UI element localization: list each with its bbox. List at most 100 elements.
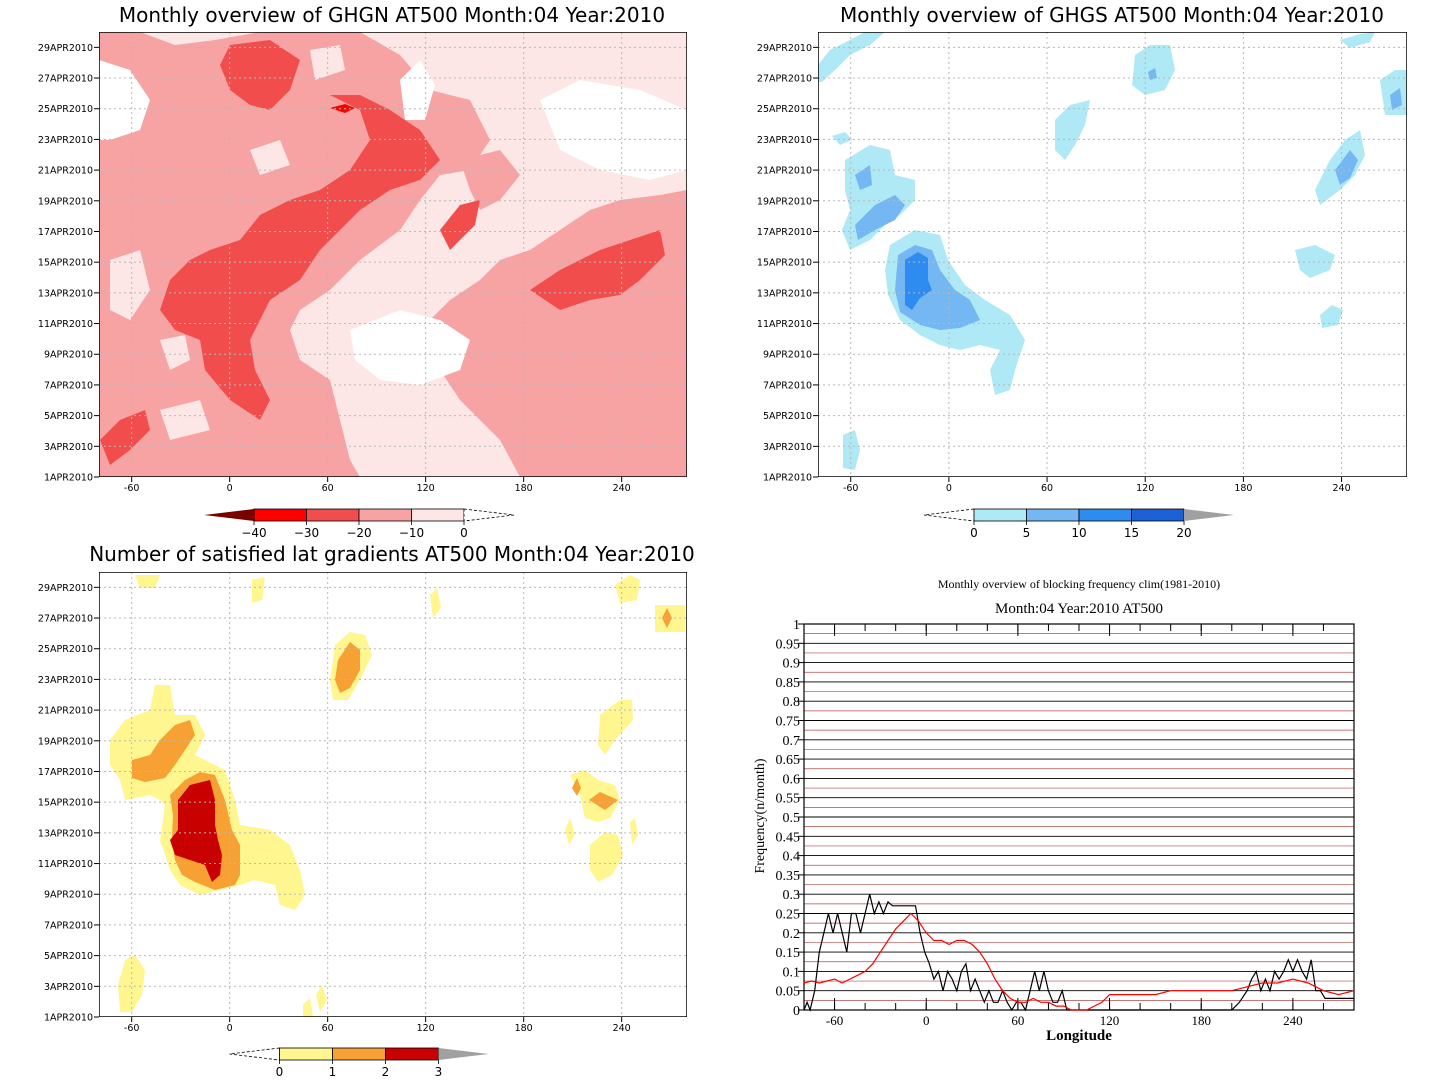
- gradients-ytick-label: 19APR2010: [38, 736, 93, 747]
- ghgs-region-0-5-h: [1295, 245, 1335, 278]
- ghgn-colorbar-upper-extend: [463, 508, 515, 522]
- ghgn-xtick-label: 180: [515, 483, 533, 494]
- ghgn-pink-hole-1: [110, 250, 150, 320]
- ghgn-ytick-label: 13APR2010: [38, 288, 93, 299]
- ghgn-region-20-30-mid: [440, 200, 480, 250]
- frequency-xlabel: Longitude: [1046, 1028, 1112, 1044]
- ghgs-region-0-5-j: [843, 430, 860, 470]
- ghgs-ytick-label: 9APR2010: [763, 350, 812, 361]
- frequency-ylabel: Frequency(n/month): [753, 758, 768, 873]
- ghgn-pink-hole-2: [160, 335, 190, 370]
- gradients-ytick-label: 23APR2010: [38, 675, 93, 686]
- ghgs-region-5-10-d: [1335, 150, 1358, 185]
- ghgs-colorbar-label: 20: [1176, 526, 1191, 540]
- gradients-colorbar-lower-extend: [229, 1047, 280, 1061]
- ghgs-region-0-5-k: [832, 132, 852, 145]
- frequency-series-line-black: [803, 894, 1354, 1013]
- ghgs-ytick-label: 7APR2010: [763, 380, 812, 391]
- ghgn-pink-hole-3: [250, 140, 290, 175]
- ghgs-xtick-label: -60: [843, 483, 859, 494]
- panel-ghgn: Monthly overview of GHGN AT500 Month:04 …: [38, 3, 687, 540]
- ghgs-ytick-label: 1APR2010: [763, 473, 812, 484]
- ghgs-ytick-label: 23APR2010: [757, 135, 812, 146]
- ghgn-colorbar-lower-extend: [204, 509, 254, 521]
- ghgs-colorbar-upper-extend: [1184, 509, 1234, 521]
- panel-ghgn-title: Monthly overview of GHGN AT500 Month:04 …: [119, 3, 665, 27]
- gradients-colorbar-upper-extend: [438, 1048, 489, 1060]
- frequency-ytick-label: 0.5: [783, 811, 801, 826]
- frequency-xtick-label: -60: [826, 1013, 843, 1028]
- frequency-ytick-label: 0.3: [783, 888, 801, 903]
- ghgs-colorbar-swatch: [1026, 508, 1080, 522]
- frequency-ytick-label: 0.05: [776, 985, 801, 1000]
- ghgn-colorbar-swatch: [358, 508, 412, 522]
- ghgs-ytick-label: 25APR2010: [757, 104, 812, 115]
- ghgn-ytick-label: 25APR2010: [38, 104, 93, 115]
- ghgs-ytick-label: 29APR2010: [757, 43, 812, 54]
- ghgs-ytick-label: 19APR2010: [757, 196, 812, 207]
- ghgn-ytick-label: 7APR2010: [44, 380, 93, 391]
- ghgn-xtick-label: -60: [124, 483, 140, 494]
- gradients-region-0-1-j: [590, 832, 623, 882]
- ghgs-xtick-label: 180: [1234, 483, 1252, 494]
- ghgn-ytick-label: 21APR2010: [38, 166, 93, 177]
- ghgs-xtick-label: 60: [1041, 483, 1053, 494]
- ghgn-xtick-label: 240: [613, 483, 631, 494]
- frequency-ytick-label: 0.6: [783, 772, 801, 787]
- frequency-ytick-label: 0.65: [776, 753, 801, 768]
- ghgn-region-20-30-main: [160, 40, 440, 420]
- ghgs-ytick-label: 5APR2010: [763, 411, 812, 422]
- ghgs-colorbar-label: 15: [1124, 526, 1139, 540]
- gradients-colorbar: 0 1 2 3: [229, 1047, 489, 1079]
- frequency-ytick-label: 0.8: [783, 695, 801, 710]
- ghgn-white-hole-4: [400, 60, 435, 120]
- ghgs-xtick-label: 240: [1332, 483, 1350, 494]
- ghgn-colorbar-label: −20: [346, 526, 371, 540]
- ghgs-colorbar-label: 10: [1071, 526, 1086, 540]
- ghgn-colorbar-swatch: [306, 508, 360, 522]
- ghgn-ytick-label: 5APR2010: [44, 411, 93, 422]
- gradients-colorbar-label: 0: [276, 1065, 284, 1079]
- gradients-region-1-2-f: [662, 608, 672, 628]
- gradients-region-0-1-d: [252, 577, 265, 603]
- ghgn-colorbar-label: −10: [399, 526, 424, 540]
- ghgn-ytick-label: 3APR2010: [44, 442, 93, 453]
- panel-gradients-title: Number of satisfied lat gradients AT500 …: [89, 542, 695, 566]
- frequency-xtick-label: 0: [923, 1013, 930, 1028]
- ghgn-region-10-20-mid: [460, 150, 520, 210]
- gradients-ytick-label: 7APR2010: [44, 920, 93, 931]
- ghgn-ytick-label: 9APR2010: [44, 350, 93, 361]
- panel-ghgs: Monthly overview of GHGS AT500 Month:04 …: [757, 3, 1407, 540]
- ghgn-colorbar-swatch: [411, 508, 465, 522]
- frequency-ytick-label: 0.15: [776, 946, 801, 961]
- ghgn-white-hole-1: [350, 310, 470, 385]
- gradients-ytick-label: 29APR2010: [38, 583, 93, 594]
- ghgn-white-hole-2: [99, 60, 150, 140]
- ghgs-ytick-label: 21APR2010: [757, 166, 812, 177]
- ghgs-colorbar-label: 5: [1023, 526, 1031, 540]
- ghgn-ytick-label: 15APR2010: [38, 258, 93, 269]
- frequency-subtitle: Month:04 Year:2010 AT500: [995, 601, 1163, 617]
- ghgn-region-30-40: [330, 104, 355, 113]
- ghgs-region-0-5-c: [818, 32, 885, 82]
- gradients-ytick-label: 21APR2010: [38, 706, 93, 717]
- ghgs-ytick-label: 27APR2010: [757, 74, 812, 85]
- gradients-region-0-1-h: [598, 700, 633, 755]
- ghgs-xtick-label: 120: [1136, 483, 1154, 494]
- ghgs-region-0-5-i: [1320, 305, 1343, 328]
- gradients-ytick-label: 1APR2010: [44, 1013, 93, 1024]
- panel-ghgs-title: Monthly overview of GHGS AT500 Month:04 …: [840, 3, 1384, 27]
- gradients-ytick-label: 3APR2010: [44, 982, 93, 993]
- frequency-xtick-label: 240: [1283, 1013, 1303, 1028]
- ghgn-ytick-label: 23APR2010: [38, 135, 93, 146]
- ghgs-colorbar-swatch: [1078, 508, 1132, 522]
- gradients-region-0-1-k: [565, 818, 575, 845]
- gradients-region-1-2-c: [335, 642, 360, 693]
- ghgn-ytick-label: 17APR2010: [38, 227, 93, 238]
- ghgn-ytick-label: 11APR2010: [38, 319, 93, 330]
- gradients-xtick-label: 0: [227, 1023, 233, 1034]
- frequency-ytick-label: 0.4: [783, 850, 801, 865]
- frequency-ytick-label: 0.45: [776, 830, 801, 845]
- ghgn-white-hole-3: [540, 80, 687, 180]
- ghgn-ytick-label: 1APR2010: [44, 473, 93, 484]
